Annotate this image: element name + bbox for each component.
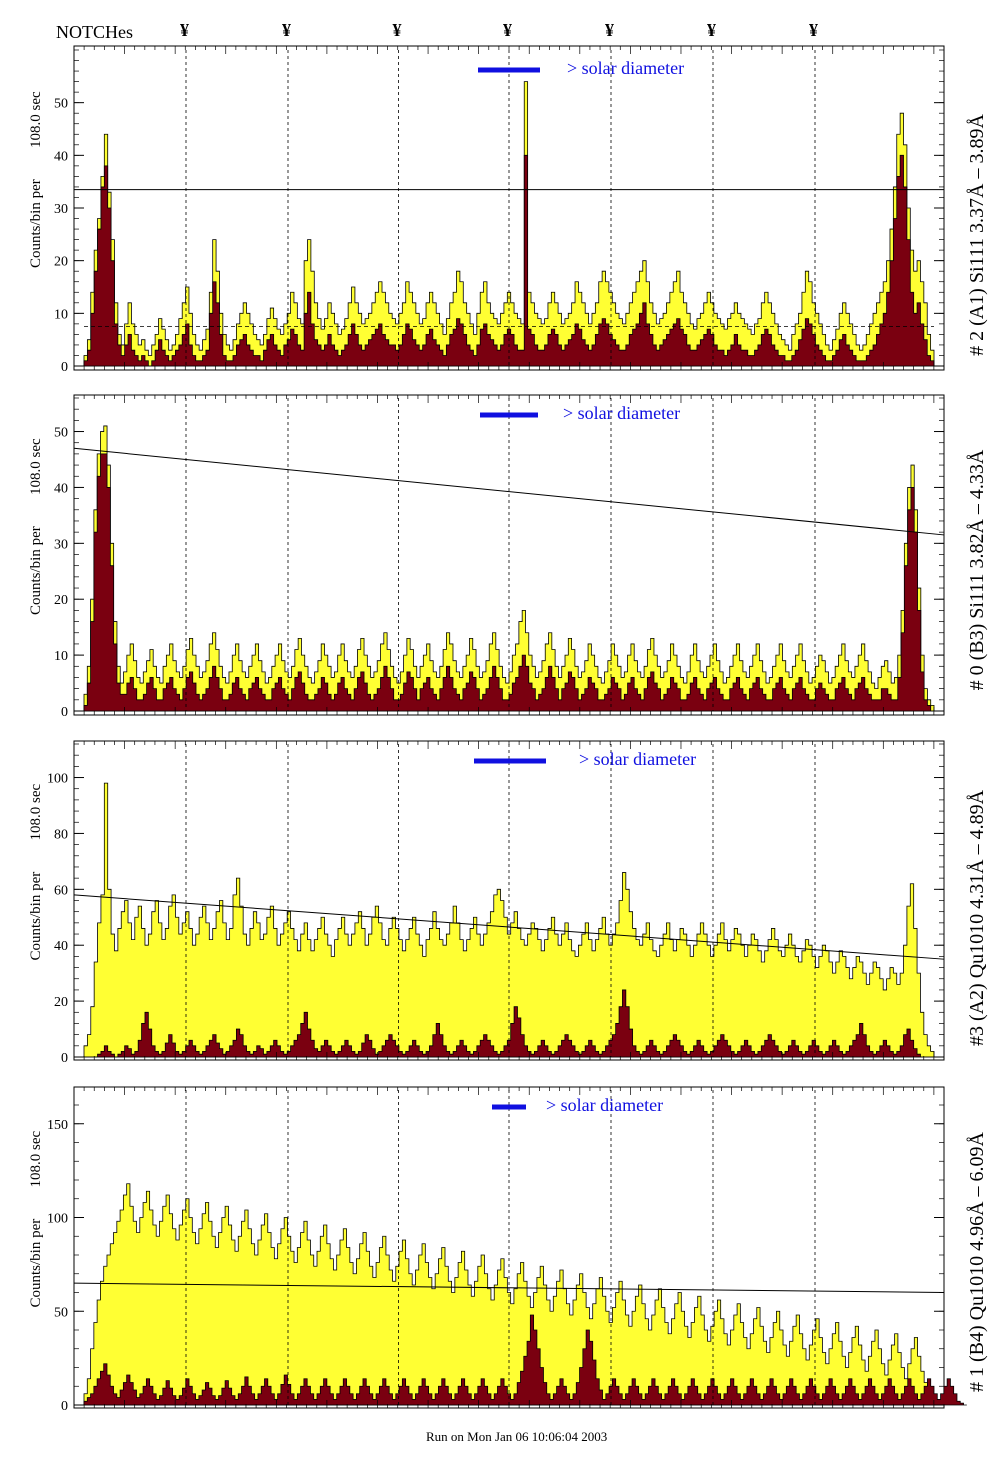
- y-tick-label: 50: [54, 97, 68, 112]
- y-axis-label: Counts/bin per: [28, 526, 44, 615]
- y-tick-label: 40: [54, 149, 68, 164]
- y-tick-label: 80: [54, 827, 68, 842]
- panels-container: 0 10 20 30 40 50 > solar diameter Counts/bin pe…: [28, 45, 988, 1414]
- total-counts-histogram: [83, 425, 935, 712]
- y-tick-label: 40: [54, 939, 68, 954]
- y-tick-label: 40: [54, 481, 68, 496]
- notch-symbol: ¥: [605, 20, 614, 40]
- y-tick-label: 20: [54, 995, 68, 1010]
- panel-title: # 0 (B3) Si111 3.82Å – 4.33Å: [966, 449, 988, 690]
- notch-symbol: ¥: [282, 20, 291, 40]
- notch-symbol: ¥: [707, 20, 716, 40]
- filtered-counts-histogram: [84, 989, 938, 1058]
- y-tick-label: 30: [54, 537, 68, 552]
- notch-symbol: ¥: [503, 20, 512, 40]
- solar-diameter-label: > solar diameter: [563, 403, 680, 423]
- panel-0: 0 10 20 30 40 50 > solar diameter Counts/bin pe…: [28, 45, 988, 375]
- panel-1: 0 10 20 30 40 50 > solar diameter Counts/bin pe…: [28, 394, 988, 720]
- y-tick-label: 20: [54, 593, 68, 608]
- y-tick-label: 0: [61, 360, 68, 375]
- y-tick-label: 50: [54, 426, 68, 441]
- y-axis-label: Counts/bin per: [28, 1219, 44, 1308]
- filtered-counts-histogram: [83, 154, 935, 367]
- run-timestamp-footer: Run on Mon Jan 06 10:06:04 2003: [426, 1429, 607, 1444]
- panel-3: 0 50 100 150 > solar diameter Counts/bin per 1…: [28, 1086, 988, 1414]
- notch-symbol: ¥: [809, 20, 818, 40]
- fit-line: [73, 447, 945, 536]
- y-axis-label: Counts/bin per: [28, 872, 44, 961]
- solar-diameter-label: > solar diameter: [546, 1095, 663, 1115]
- y-tick-label: 0: [61, 1399, 68, 1414]
- panel-title: # 2 (A1) Si111 3.37Å – 3.89Å: [966, 114, 988, 356]
- y-tick-label: 20: [54, 255, 68, 270]
- y-tick-label: 0: [61, 1051, 68, 1066]
- notch-symbol-row: ¥ ¥ ¥ ¥ ¥ ¥ ¥: [180, 20, 818, 40]
- y-tick-label: 150: [47, 1118, 68, 1133]
- notch-symbol: ¥: [393, 20, 402, 40]
- y-tick-label: 60: [54, 883, 68, 898]
- y-axis-label: Counts/bin per: [28, 179, 44, 268]
- notches-header-label: NOTCHes: [56, 22, 133, 42]
- y-tick-label: 50: [54, 1305, 68, 1320]
- fit-line: [73, 894, 945, 960]
- y-tick-label: 100: [47, 772, 68, 787]
- y-axis-label-unit: 108.0 sec: [28, 784, 44, 841]
- y-axis-label-unit: 108.0 sec: [28, 1131, 44, 1188]
- y-axis-label-unit: 108.0 sec: [28, 438, 44, 495]
- notch-symbol: ¥: [180, 20, 189, 40]
- total-counts-histogram: [83, 782, 935, 1058]
- fit-line: [73, 1282, 945, 1293]
- panel-title: # 1 (B4) Qu1010 4.96Å – 6.09Å: [966, 1131, 988, 1392]
- y-tick-label: 10: [54, 307, 68, 322]
- y-axis-label-unit: 108.0 sec: [28, 91, 44, 148]
- filtered-counts-histogram: [83, 1314, 967, 1406]
- panel-title: #3 (A2) Qu1010 4.31Å – 4.89Å: [966, 789, 988, 1046]
- y-tick-label: 10: [54, 649, 68, 664]
- y-tick-label: 30: [54, 202, 68, 217]
- panel-2: 0 20 40 60 80 100 > solar diameter Counts/bin p…: [28, 740, 988, 1066]
- solar-diameter-label: > solar diameter: [567, 58, 684, 78]
- y-tick-label: 0: [61, 705, 68, 720]
- y-tick-label: 100: [47, 1212, 68, 1227]
- solar-diameter-label: > solar diameter: [579, 749, 696, 769]
